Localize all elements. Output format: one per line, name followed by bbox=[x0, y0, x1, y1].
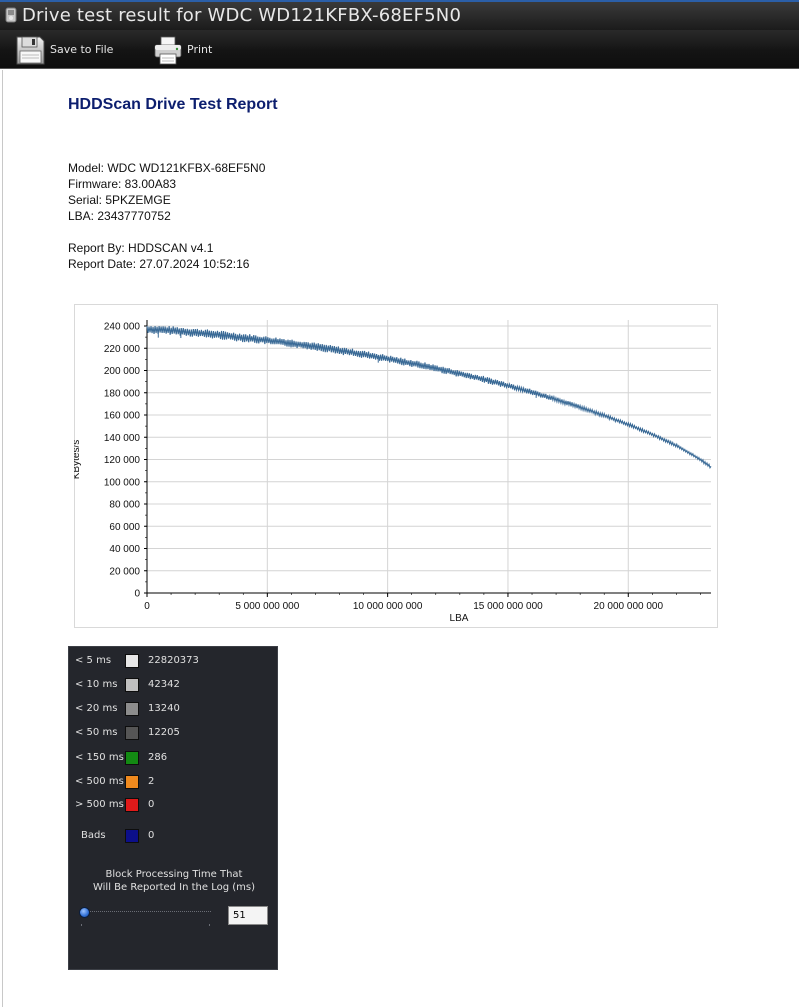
floppy-disk-icon bbox=[16, 36, 45, 64]
latency-label: < 50 ms bbox=[75, 727, 118, 738]
model-line: Model: WDC WD121KFBX-68EF5N0 bbox=[68, 161, 266, 175]
latency-color-swatch bbox=[125, 702, 139, 716]
y-tick-label: 160 000 bbox=[104, 411, 141, 422]
y-tick-label: 60 000 bbox=[109, 522, 140, 533]
firmware-line: Firmware: 83.00A83 bbox=[68, 177, 177, 191]
bads-row: Bads 0 bbox=[69, 829, 279, 845]
block-time-caption: Block Processing Time That Will Be Repor… bbox=[69, 868, 279, 894]
slider-tick-max bbox=[209, 924, 210, 926]
y-tick-label: 40 000 bbox=[109, 544, 140, 555]
y-tick-label: 220 000 bbox=[104, 344, 141, 355]
y-tick-label: 80 000 bbox=[109, 500, 140, 511]
y-tick-label: 140 000 bbox=[104, 433, 141, 444]
x-tick-label: 20 000 000 000 bbox=[594, 601, 664, 612]
y-tick-label: 100 000 bbox=[104, 477, 141, 488]
bads-label: Bads bbox=[81, 830, 106, 841]
window-title: Drive test result for WDC WD121KFBX-68EF… bbox=[22, 5, 462, 26]
printer-icon bbox=[154, 36, 182, 64]
report-title: HDDScan Drive Test Report bbox=[68, 96, 278, 113]
threshold-slider-track[interactable] bbox=[81, 911, 211, 913]
serial-line: Serial: 5PKZEMGE bbox=[68, 193, 171, 207]
latency-color-swatch bbox=[125, 678, 139, 692]
block-caption-line-2: Will Be Reported In the Log (ms) bbox=[92, 882, 256, 893]
report-meta: Report By: HDDSCAN v4.1 Report Date: 27.… bbox=[68, 240, 249, 272]
latency-color-swatch bbox=[125, 726, 139, 740]
latency-row: < 500 ms 2 bbox=[69, 775, 279, 791]
report-date-line: Report Date: 27.07.2024 10:52:16 bbox=[68, 257, 250, 271]
slider-tick-min bbox=[81, 924, 82, 926]
save-to-file-button[interactable]: Save to File bbox=[14, 30, 113, 69]
x-tick-label: 10 000 000 000 bbox=[353, 601, 423, 612]
latency-color-swatch bbox=[125, 751, 139, 765]
y-tick-label: 240 000 bbox=[104, 322, 141, 333]
latency-color-swatch bbox=[125, 654, 139, 668]
x-tick-label: 0 bbox=[144, 601, 150, 612]
print-button[interactable]: Print bbox=[152, 30, 212, 69]
latency-row: < 150 ms 286 bbox=[69, 751, 279, 767]
bads-color-swatch bbox=[125, 829, 139, 843]
threshold-slider-thumb[interactable] bbox=[79, 907, 90, 918]
y-tick-label: 20 000 bbox=[109, 566, 140, 577]
x-tick-label: 5 000 000 000 bbox=[235, 601, 299, 612]
latency-count: 0 bbox=[148, 799, 155, 810]
block-caption-line-1: Block Processing Time That bbox=[105, 869, 243, 880]
latency-label: < 150 ms bbox=[75, 752, 124, 763]
latency-count: 42342 bbox=[148, 679, 180, 690]
report-by-line: Report By: HDDSCAN v4.1 bbox=[68, 241, 214, 255]
latency-row: < 10 ms 42342 bbox=[69, 678, 279, 694]
latency-row: < 20 ms 13240 bbox=[69, 702, 279, 718]
latency-color-swatch bbox=[125, 798, 139, 812]
y-tick-label: 120 000 bbox=[104, 455, 141, 466]
latency-label: > 500 ms bbox=[75, 799, 124, 810]
latency-count: 22820373 bbox=[148, 655, 199, 666]
speed-series-line bbox=[146, 325, 712, 470]
latency-panel: < 5 ms 22820373 < 10 ms 42342 < 20 ms 13240 < … bbox=[68, 646, 278, 970]
latency-label: < 500 ms bbox=[75, 776, 124, 787]
speed-chart-svg: 0 20 000 40 000 60 000 80 000 100 000 120 000 1… bbox=[74, 320, 712, 624]
bads-count: 0 bbox=[148, 830, 155, 841]
toolbar: Save to File Print bbox=[0, 30, 799, 69]
lba-line: LBA: 23437770752 bbox=[68, 209, 171, 223]
app-icon bbox=[5, 7, 17, 23]
latency-row: > 500 ms 0 bbox=[69, 798, 279, 814]
content-border bbox=[2, 70, 3, 1007]
latency-count: 12205 bbox=[148, 727, 180, 738]
y-tick-label: 200 000 bbox=[104, 366, 141, 377]
y-tick-label: 180 000 bbox=[104, 388, 141, 399]
latency-row: < 50 ms 12205 bbox=[69, 726, 279, 742]
latency-label: < 5 ms bbox=[75, 655, 112, 666]
latency-label: < 20 ms bbox=[75, 703, 118, 714]
latency-count: 13240 bbox=[148, 703, 180, 714]
latency-color-swatch bbox=[125, 775, 139, 789]
latency-label: < 10 ms bbox=[75, 679, 118, 690]
latency-row: < 5 ms 22820373 bbox=[69, 654, 279, 670]
threshold-value-input[interactable]: 51 bbox=[228, 906, 268, 925]
title-bar: Drive test result for WDC WD121KFBX-68EF… bbox=[0, 0, 799, 30]
y-axis-label: KBytes/s bbox=[74, 440, 82, 479]
save-to-file-label: Save to File bbox=[50, 43, 114, 56]
x-axis-label: LBA bbox=[450, 613, 469, 624]
print-label: Print bbox=[187, 43, 213, 56]
y-tick-label: 0 bbox=[134, 589, 140, 600]
latency-count: 286 bbox=[148, 752, 168, 763]
x-tick-label: 15 000 000 000 bbox=[473, 601, 543, 612]
speed-chart: 0 20 000 40 000 60 000 80 000 100 000 120 000 1… bbox=[74, 304, 718, 628]
drive-info: Model: WDC WD121KFBX-68EF5N0 Firmware: 8… bbox=[68, 160, 265, 224]
latency-count: 2 bbox=[148, 776, 155, 787]
